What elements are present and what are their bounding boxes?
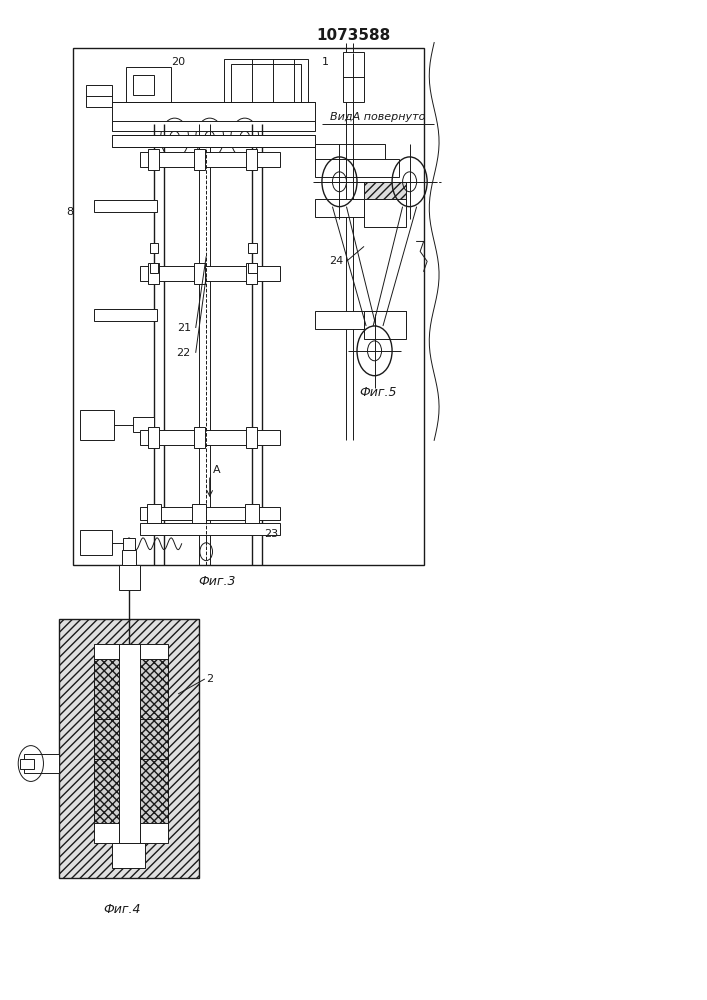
Bar xyxy=(148,263,159,284)
Polygon shape xyxy=(364,311,406,333)
Bar xyxy=(112,843,145,868)
Bar xyxy=(86,85,112,107)
Text: 24: 24 xyxy=(329,256,343,266)
Polygon shape xyxy=(94,644,168,843)
Bar xyxy=(124,538,134,550)
Bar xyxy=(21,759,35,768)
Bar xyxy=(315,311,364,329)
Bar xyxy=(112,135,315,147)
Text: Фиг.3: Фиг.3 xyxy=(198,575,235,588)
Bar xyxy=(343,52,364,102)
Bar xyxy=(315,159,399,177)
Bar xyxy=(194,427,205,448)
Bar xyxy=(94,309,157,321)
Bar xyxy=(245,504,259,523)
Text: ВидA повернуто: ВидA повернуто xyxy=(330,112,426,122)
Bar xyxy=(139,266,280,281)
Text: 1: 1 xyxy=(322,57,329,67)
Bar xyxy=(80,530,112,555)
Bar xyxy=(246,149,257,170)
Bar xyxy=(194,149,205,170)
Bar xyxy=(112,121,315,131)
Bar xyxy=(139,430,280,445)
Bar xyxy=(80,410,114,440)
Bar xyxy=(364,199,406,227)
Bar xyxy=(194,263,205,284)
Bar xyxy=(119,644,139,843)
Polygon shape xyxy=(59,619,199,878)
Bar xyxy=(24,754,59,773)
Bar xyxy=(315,199,364,217)
Bar xyxy=(246,263,257,284)
Bar xyxy=(122,550,136,565)
Bar xyxy=(230,64,301,102)
Text: 1073588: 1073588 xyxy=(316,28,391,43)
Bar xyxy=(364,311,406,339)
Bar xyxy=(139,152,280,167)
Bar xyxy=(150,263,158,273)
Bar xyxy=(148,427,159,448)
Bar xyxy=(119,565,139,589)
Bar xyxy=(246,427,257,448)
Bar xyxy=(223,59,308,107)
Bar xyxy=(132,75,153,95)
Bar xyxy=(112,102,315,124)
Text: 20: 20 xyxy=(171,57,185,67)
Text: A: A xyxy=(214,465,221,475)
Bar xyxy=(139,523,280,535)
Polygon shape xyxy=(94,659,168,823)
Text: 8: 8 xyxy=(66,207,73,217)
Bar xyxy=(73,48,423,565)
Bar xyxy=(248,263,257,273)
Bar xyxy=(139,507,280,520)
Bar xyxy=(148,149,159,170)
Bar xyxy=(192,504,206,523)
Bar xyxy=(248,243,257,253)
Polygon shape xyxy=(364,182,406,204)
Text: 21: 21 xyxy=(177,323,191,333)
Text: Фиг.4: Фиг.4 xyxy=(103,903,141,916)
Text: 22: 22 xyxy=(177,348,191,358)
Bar xyxy=(150,243,158,253)
Bar xyxy=(94,200,157,212)
Text: 2: 2 xyxy=(206,674,214,684)
Bar xyxy=(126,67,171,102)
Bar xyxy=(146,504,160,523)
Text: Фиг.5: Фиг.5 xyxy=(359,386,397,399)
Bar xyxy=(132,417,153,432)
Bar xyxy=(315,144,385,162)
Text: 23: 23 xyxy=(264,529,279,539)
